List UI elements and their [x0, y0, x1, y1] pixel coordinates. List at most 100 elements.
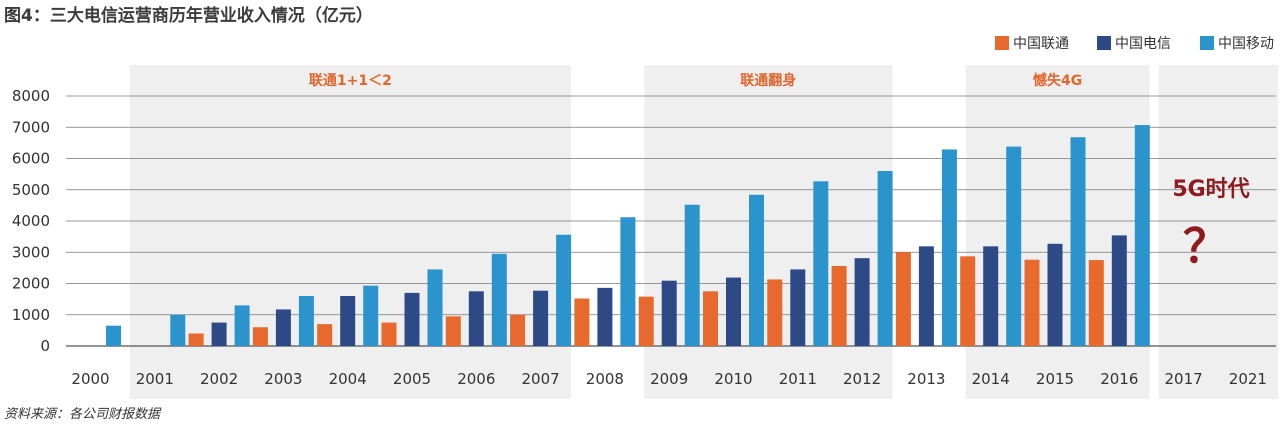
period-labels: 联通1+1＜2 联通翻身 憾失4G: [309, 72, 1082, 89]
period-band-0: [129, 65, 571, 399]
bar-中国电信-2007: [533, 290, 549, 346]
bar-中国移动-2011: [813, 181, 829, 346]
legend-swatch-1: [1097, 36, 1111, 50]
bar-中国电信-2013: [918, 246, 934, 346]
bar-中国联通-2003: [252, 327, 268, 346]
bar-中国移动-2016: [1134, 125, 1150, 346]
x-tick-label: 2014: [972, 370, 1010, 388]
bar-中国电信-2006: [468, 291, 484, 346]
x-tick-label: 2010: [714, 370, 752, 388]
bar-中国联通-2011: [767, 279, 783, 346]
period-label-2: 憾失4G: [1032, 72, 1082, 89]
y-tick-label: 5000: [12, 181, 50, 199]
chart-title: 图4：三大电信运营商历年营业收入情况（亿元）: [4, 5, 373, 26]
x-tick-label: 2013: [907, 370, 945, 388]
period-band-2: [965, 65, 1150, 399]
legend-label-0: 中国联通: [1013, 36, 1069, 52]
bar-中国电信-2004: [340, 296, 356, 346]
x-tick-label: 2006: [457, 370, 495, 388]
bar-中国移动-2015: [1070, 137, 1086, 346]
bar-中国移动-2012: [877, 171, 893, 346]
bar-中国移动-2013: [941, 149, 957, 346]
bar-中国电信-2009: [661, 280, 677, 346]
bar-中国移动-2004: [363, 285, 379, 346]
bar-中国移动-2001: [170, 314, 186, 346]
period-label-0: 联通1+1＜2: [309, 73, 392, 89]
legend-label-2: 中国移动: [1218, 36, 1274, 52]
y-tick-label: 1000: [12, 306, 50, 324]
bar-中国联通-2013: [895, 252, 911, 346]
y-tick-label: 4000: [12, 212, 50, 230]
x-tick-label: 2015: [1036, 370, 1074, 388]
x-tick-label: 2017: [1165, 370, 1203, 388]
bar-中国移动-2005: [427, 269, 443, 346]
bar-中国移动-2007: [556, 234, 572, 346]
bar-中国电信-2008: [597, 287, 613, 346]
bar-中国移动-2014: [1006, 146, 1022, 346]
x-tick-label: 2005: [393, 370, 431, 388]
period-band-1: [644, 65, 893, 399]
x-tick-label: 2002: [200, 370, 238, 388]
bar-中国移动-2002: [234, 305, 250, 346]
bar-中国电信-2011: [790, 269, 806, 346]
bar-中国联通-2004: [317, 324, 333, 346]
source-note: 资料来源：各公司财报数据: [4, 406, 162, 422]
bar-中国联通-2008: [574, 298, 590, 346]
bar-中国电信-2016: [1111, 235, 1127, 346]
bar-中国电信-2005: [404, 292, 420, 346]
bar-中国电信-2015: [1047, 243, 1063, 346]
x-tick-label: 2007: [522, 370, 560, 388]
bar-中国联通-2015: [1024, 259, 1040, 346]
x-tick-label: 2016: [1100, 370, 1138, 388]
legend: 中国联通 中国电信 中国移动: [995, 36, 1274, 52]
bar-中国移动-2006: [491, 253, 507, 346]
annotation-5g-era: 5G时代: [1172, 177, 1249, 202]
bar-中国联通-2005: [381, 322, 397, 346]
bar-中国电信-2014: [983, 246, 999, 346]
x-axis-ticks: 2000 2001 2002 2003 2004 2005 2006 2007 2008 2009…: [71, 370, 1267, 388]
bar-中国联通-2010: [703, 291, 718, 346]
bars: [106, 125, 1150, 346]
bar-中国移动-2000: [106, 325, 121, 346]
y-tick-label: 8000: [12, 87, 50, 105]
period-bands: [129, 65, 1279, 399]
y-tick-label: 0: [40, 337, 50, 355]
legend-label-1: 中国电信: [1115, 36, 1171, 52]
y-tick-label: 7000: [12, 118, 50, 136]
x-tick-label: 2004: [329, 370, 367, 388]
x-tick-label: 2008: [586, 370, 624, 388]
bar-中国联通-2016: [1088, 260, 1104, 346]
y-tick-label: 3000: [12, 243, 50, 261]
bar-中国电信-2002: [211, 322, 227, 346]
x-tick-label: 2003: [264, 370, 302, 388]
legend-swatch-0: [995, 36, 1009, 50]
x-tick-label: 2021: [1229, 370, 1267, 388]
x-tick-label: 2000: [71, 370, 109, 388]
bar-中国电信-2012: [854, 258, 870, 346]
x-tick-label: 2009: [650, 370, 688, 388]
bar-中国联通-2009: [638, 296, 654, 346]
bar-中国电信-2010: [726, 277, 741, 346]
bar-中国联通-2006: [445, 316, 461, 346]
bar-中国联通-2007: [510, 314, 526, 346]
x-tick-label: 2011: [779, 370, 817, 388]
bar-中国移动-2010: [749, 194, 764, 346]
period-label-1: 联通翻身: [740, 72, 796, 89]
period-band-3: [1158, 65, 1279, 399]
legend-swatch-2: [1200, 36, 1214, 50]
bar-中国联通-2014: [960, 256, 976, 346]
bar-中国联通-2002: [188, 333, 204, 346]
x-tick-label: 2012: [843, 370, 881, 388]
bar-中国移动-2009: [684, 204, 700, 346]
bar-中国移动-2003: [298, 296, 314, 346]
x-tick-label: 2001: [136, 370, 174, 388]
y-tick-label: 2000: [12, 275, 50, 293]
y-tick-label: 6000: [12, 150, 50, 168]
bar-中国电信-2003: [275, 309, 291, 346]
annotation-question-mark: ？: [1183, 219, 1229, 273]
y-axis-ticks: 0 1000 2000 3000 4000 5000 6000 7000 8000: [12, 87, 50, 355]
bar-中国联通-2012: [831, 266, 847, 346]
bar-中国移动-2008: [620, 217, 636, 346]
